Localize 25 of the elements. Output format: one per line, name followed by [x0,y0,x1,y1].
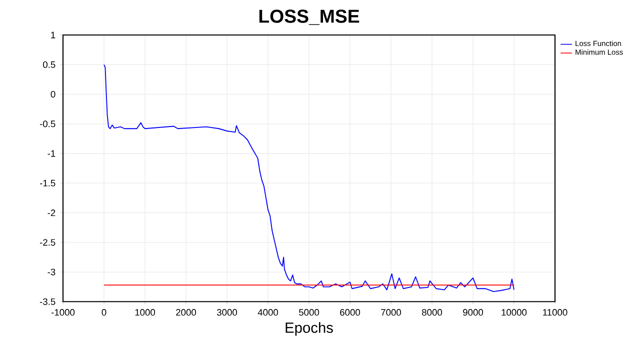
y-tick-label: -2 [48,210,56,216]
x-tick-label: 0 [102,309,106,316]
x-tick-label: 6000 [340,309,360,316]
y-tick-label: 0.5 [43,61,56,68]
y-tick-label: 1 [51,32,56,38]
y-tick-label: -3.5 [40,298,56,305]
x-tick-label: 2000 [176,309,196,316]
y-tick-label: 0 [50,90,56,98]
y-tick-label: -0.5 [40,120,56,128]
y-tick-label: -1 [48,150,56,157]
x-tick-label: 7000 [381,309,402,316]
x-tick-label: 8000 [422,309,442,316]
x-tick-label: 10000 [502,309,527,316]
x-tick-label: 3000 [216,309,238,316]
x-tick-label: 11000 [543,309,568,316]
x-tick-label: 1000 [135,309,156,316]
x-tick-label: 9000 [463,309,484,316]
chart-title: LOSS_MSE [259,10,360,25]
x-tick-label: 4000 [258,309,278,316]
y-tick-label: -1.5 [40,180,56,186]
x-tick-label: 5000 [299,309,320,316]
x-axis-title: Epochs [286,322,333,336]
x-tick-label: -1000 [51,309,75,316]
y-tick-label: -3 [48,268,56,276]
y-tick-label: -2.5 [40,239,56,246]
